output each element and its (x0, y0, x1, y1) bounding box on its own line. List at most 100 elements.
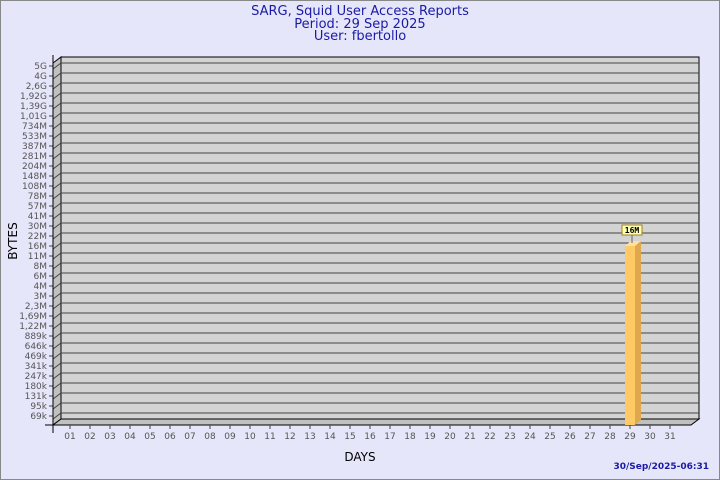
x-axis-label: DAYS (344, 450, 375, 464)
x-tick-label: 15 (344, 432, 355, 442)
y-tick-label: 11M (28, 252, 47, 262)
gridline-side (52, 302, 62, 310)
gridline-side (52, 82, 62, 90)
x-tick-label: 06 (164, 432, 176, 442)
x-tick-label: 07 (184, 432, 195, 442)
gridline-side (52, 222, 62, 230)
y-tick-label: 889k (25, 332, 48, 342)
timestamp: 30/Sep/2025-06:31 (613, 462, 709, 472)
y-tick-label: 5G (34, 62, 47, 72)
x-tick-label: 30 (644, 432, 656, 442)
gridline-side (52, 392, 62, 400)
x-tick-label: 13 (304, 432, 315, 442)
x-tick-label: 12 (284, 432, 295, 442)
y-tick-label: 1,22M (19, 322, 47, 332)
gridline-side (52, 122, 62, 130)
x-tick-label: 29 (624, 432, 636, 442)
y-tick-label: 4M (34, 282, 48, 292)
x-tick-label: 17 (384, 432, 395, 442)
gridline-side (52, 252, 62, 260)
gridline-side (52, 212, 62, 220)
x-tick-label: 09 (224, 432, 236, 442)
y-tick-label: 57M (28, 202, 47, 212)
y-tick-label: 1,39G (20, 102, 47, 112)
gridline-side (52, 262, 62, 270)
x-tick-label: 05 (144, 432, 155, 442)
y-tick-label: 41M (28, 212, 47, 222)
gridline-side (52, 382, 62, 390)
y-axis-label: BYTES (6, 222, 20, 259)
chart-user: User: fbertollo (313, 29, 407, 44)
gridline-side (52, 172, 62, 180)
y-tick-label: 3M (34, 292, 48, 302)
y-tick-label: 469k (25, 352, 48, 362)
y-tick-label: 108M (22, 182, 47, 192)
gridline-side (52, 352, 62, 360)
gridline-side (52, 332, 62, 340)
bar-side (635, 241, 641, 425)
y-tick-label: 95k (30, 402, 47, 412)
x-tick-label: 27 (584, 432, 595, 442)
x-tick-label: 10 (244, 432, 256, 442)
x-tick-label: 08 (204, 432, 216, 442)
y-tick-label: 22M (28, 232, 47, 242)
chart-period: Period: 29 Sep 2025 (294, 17, 426, 32)
plot-back-wall (60, 56, 700, 420)
x-tick-label: 14 (324, 432, 336, 442)
gridline-side (52, 152, 62, 160)
gridline-side (52, 402, 62, 410)
gridline-side (52, 72, 62, 80)
bar (625, 246, 635, 425)
x-tick-label: 11 (264, 432, 275, 442)
gridline-side (52, 112, 62, 120)
gridline-side (52, 312, 62, 320)
y-tick-label: 387M (22, 142, 47, 152)
x-tick-label: 18 (404, 432, 416, 442)
plot-side-wall (52, 56, 62, 426)
y-tick-label: 180k (25, 382, 48, 392)
y-tick-label: 148M (22, 172, 47, 182)
gridline-side (52, 192, 62, 200)
data-label: 16M (625, 226, 640, 235)
gridline-side (52, 292, 62, 300)
gridline-side (52, 202, 62, 210)
x-tick-label: 31 (664, 432, 675, 442)
y-tick-label: 2,3M (25, 302, 47, 312)
y-tick-label: 1,92G (20, 92, 47, 102)
bar-top (625, 241, 641, 246)
y-tick-label: 2,6G (26, 82, 47, 92)
y-tick-label: 131k (25, 392, 48, 402)
y-tick-label: 1,01G (20, 112, 47, 122)
x-tick-label: 26 (564, 432, 576, 442)
gridline-side (52, 242, 62, 250)
plot-floor (51, 418, 701, 426)
gridline-side (52, 272, 62, 280)
y-tick-label: 646k (25, 342, 48, 352)
gridline-side (52, 162, 62, 170)
y-tick-label: 6M (34, 272, 48, 282)
x-tick-label: 19 (424, 432, 436, 442)
y-tick-label: 30M (28, 222, 47, 232)
x-tick-label: 22 (484, 432, 495, 442)
x-tick-label: 24 (524, 432, 536, 442)
gridline-side (52, 182, 62, 190)
y-tick-label: 1,69M (19, 312, 47, 322)
y-tick-label: 16M (28, 242, 47, 252)
gridline-side (52, 322, 62, 330)
gridline-side (52, 62, 62, 70)
y-tick-label: 4G (34, 72, 47, 82)
y-tick-label: 8M (34, 262, 48, 272)
x-tick-label: 28 (604, 432, 616, 442)
x-tick-label: 02 (84, 432, 95, 442)
chart-title: SARG, Squid User Access Reports (251, 4, 469, 19)
x-tick-label: 16 (364, 432, 376, 442)
y-tick-label: 69k (30, 412, 47, 422)
y-tick-label: 533M (22, 132, 47, 142)
gridline-side (52, 102, 62, 110)
data-label-box (621, 224, 643, 236)
x-tick-label: 01 (64, 432, 75, 442)
x-tick-label: 23 (504, 432, 515, 442)
x-tick-label: 25 (544, 432, 555, 442)
gridline-side (52, 372, 62, 380)
